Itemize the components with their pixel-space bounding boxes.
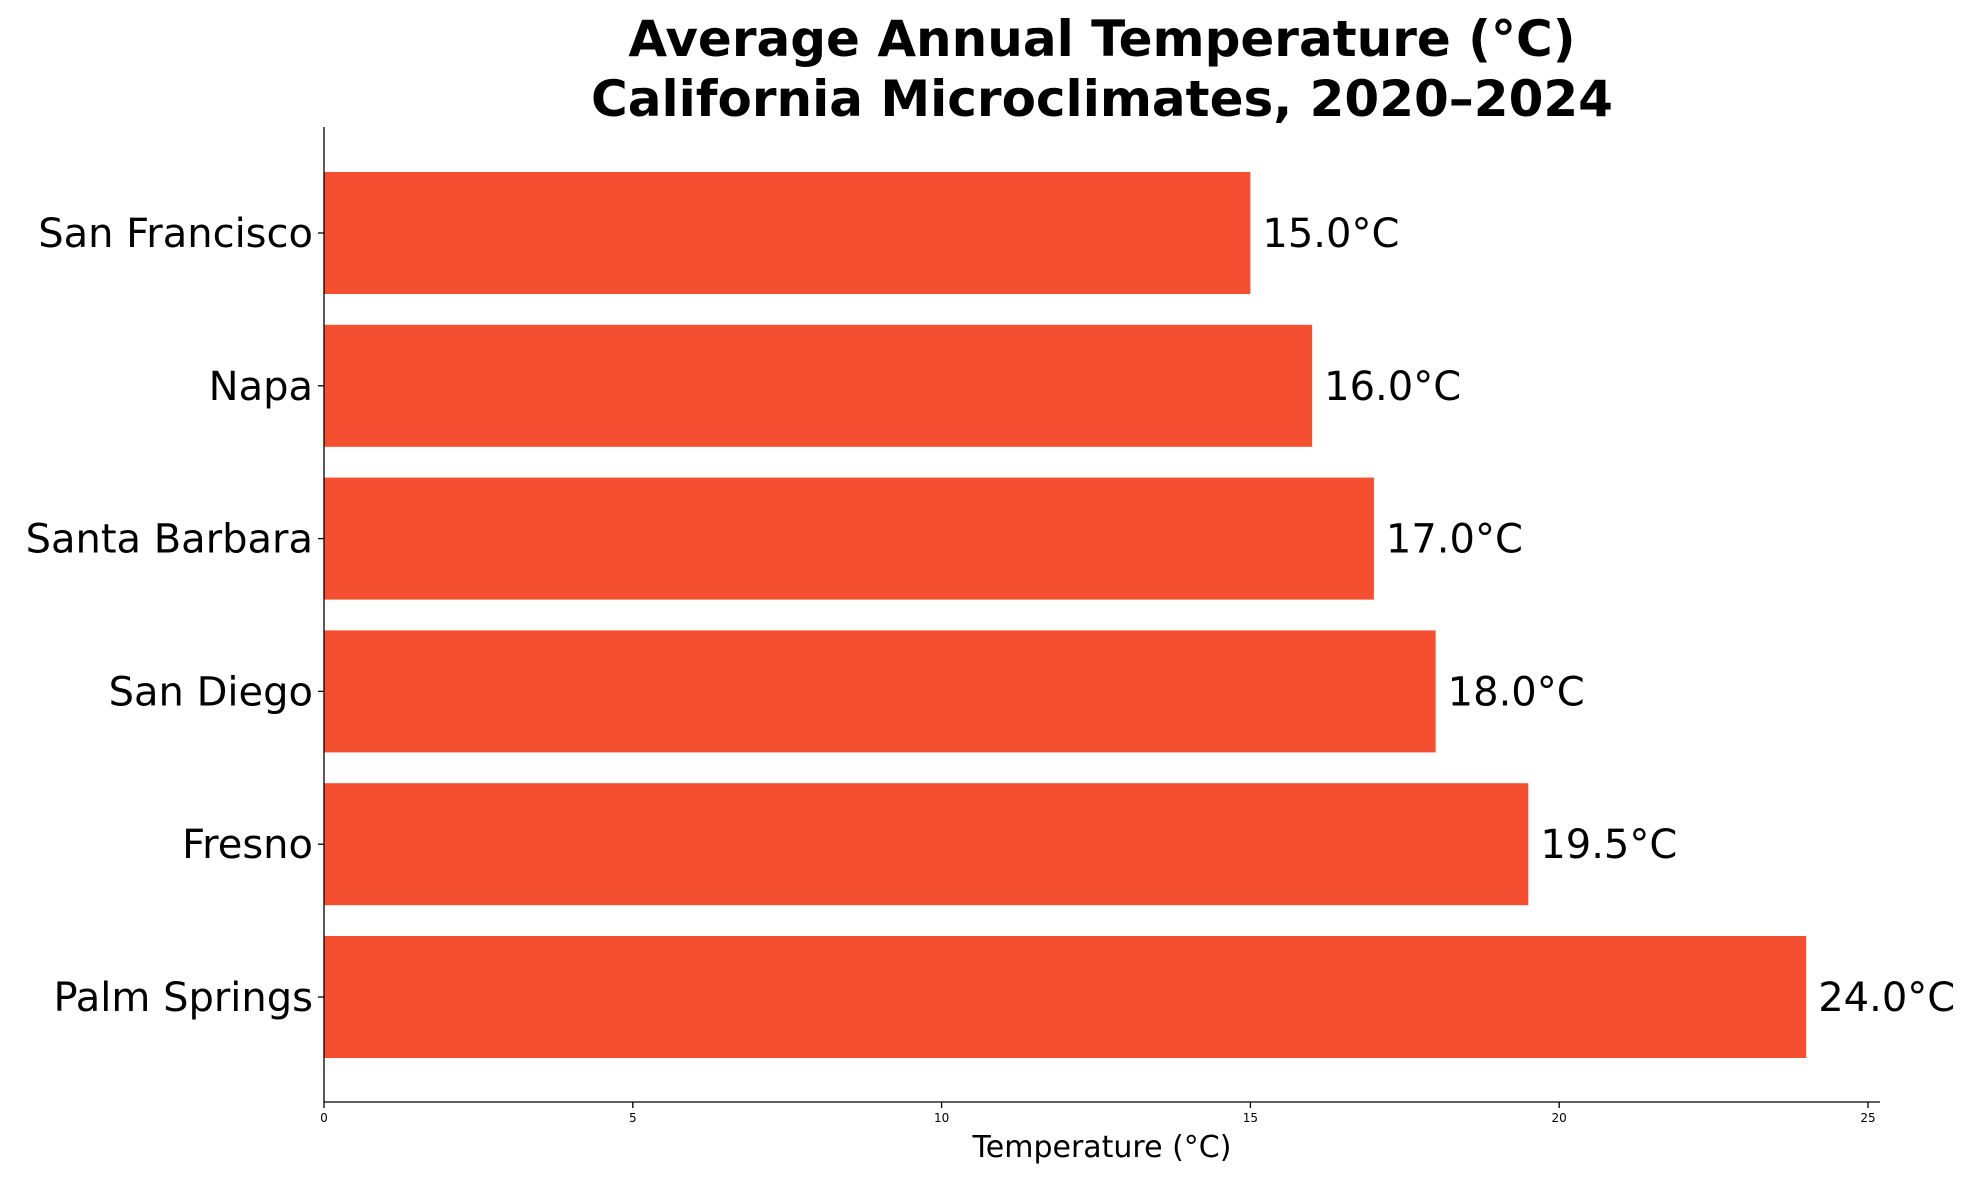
chart-title: Average Annual Temperature (°C) bbox=[628, 10, 1575, 68]
data-label: 15.0°C bbox=[1262, 211, 1399, 257]
data-label: 17.0°C bbox=[1386, 517, 1523, 563]
x-tick-label: 25 bbox=[1860, 1111, 1875, 1125]
x-tick-label: 15 bbox=[1243, 1111, 1258, 1125]
chart-subtitle: California Microclimates, 2020–2024 bbox=[591, 70, 1613, 128]
x-tick-label: 20 bbox=[1552, 1111, 1567, 1125]
data-label: 16.0°C bbox=[1324, 364, 1461, 410]
data-label: 18.0°C bbox=[1448, 669, 1585, 715]
bar bbox=[324, 324, 1313, 447]
bar bbox=[324, 172, 1251, 294]
x-axis-label: Temperature (°C) bbox=[972, 1130, 1232, 1165]
bar bbox=[324, 936, 1807, 1058]
y-tick-label: Fresno bbox=[182, 822, 313, 868]
x-tick-label: 5 bbox=[629, 1111, 637, 1125]
bar bbox=[324, 630, 1436, 753]
y-tick-label: Santa Barbara bbox=[26, 517, 313, 563]
y-tick-label: San Diego bbox=[109, 669, 313, 715]
x-tick-label: 10 bbox=[934, 1111, 949, 1125]
x-tick-label: 0 bbox=[320, 1111, 328, 1125]
y-tick-label: Napa bbox=[209, 364, 313, 410]
data-label: 24.0°C bbox=[1818, 975, 1955, 1021]
bar bbox=[324, 783, 1529, 906]
bar bbox=[324, 477, 1374, 600]
data-label: 19.5°C bbox=[1540, 822, 1677, 868]
y-tick-label: Palm Springs bbox=[53, 975, 313, 1021]
y-tick-label: San Francisco bbox=[38, 211, 313, 257]
